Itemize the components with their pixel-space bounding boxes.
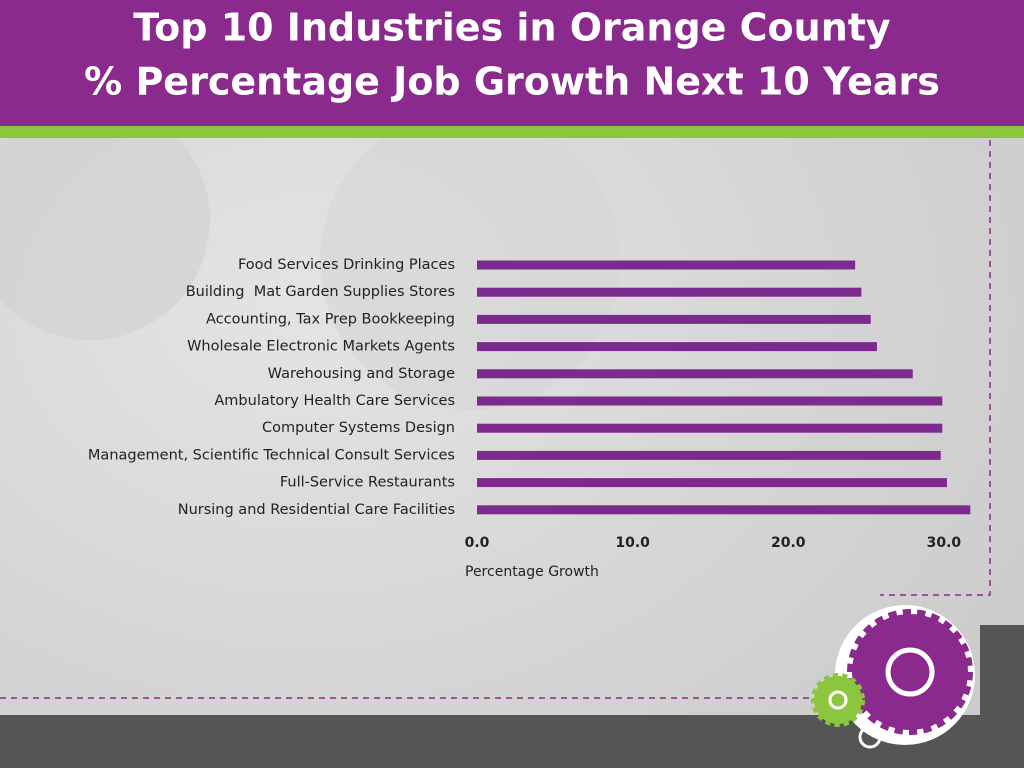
logo-small-arrow — [828, 690, 848, 710]
bar — [477, 396, 943, 406]
bar — [477, 314, 871, 324]
y-tick-label: Full-Service Restaurants — [280, 475, 455, 491]
y-tick-label: Wholesale Electronic Markets Agents — [187, 339, 455, 355]
x-axis-label: Percentage Growth — [465, 564, 599, 580]
y-tick-label: Management, Scientific Technical Consult… — [88, 447, 455, 463]
header — [0, 0, 1024, 126]
dashed-border — [0, 140, 991, 699]
bar — [477, 342, 877, 352]
x-tick-label: 10.0 — [615, 535, 650, 551]
decor-gear — [0, 100, 210, 340]
chart-title: Top 10 Industries in Orange County — [133, 6, 891, 50]
decor-gear — [320, 110, 620, 410]
bar — [477, 369, 913, 379]
x-tick-label: 0.0 — [465, 535, 490, 551]
y-tick-label: Nursing and Residential Care Facilities — [178, 502, 455, 518]
footer — [0, 715, 1024, 768]
header-stripe — [0, 126, 1024, 138]
x-tick-label: 20.0 — [771, 535, 806, 551]
y-tick-label: Food Services Drinking Places — [238, 257, 455, 273]
logo-arrow — [885, 647, 935, 697]
footer-corner — [980, 625, 1024, 715]
logo-tiny-gear — [858, 725, 882, 749]
y-tick-label: Accounting, Tax Prep Bookkeeping — [206, 311, 455, 327]
bar — [477, 260, 856, 270]
y-tick-label: Warehousing and Storage — [268, 366, 455, 382]
y-tick-label: Ambulatory Health Care Services — [214, 393, 455, 409]
bar — [477, 450, 941, 460]
y-tick-label: Building Mat Garden Supplies Stores — [186, 284, 455, 300]
bar — [477, 505, 971, 515]
bar — [477, 423, 943, 433]
bar — [477, 287, 862, 297]
logo-small-gear — [811, 673, 865, 727]
y-tick-label: Computer Systems Design — [262, 420, 455, 436]
chart-subtitle: % Percentage Job Growth Next 10 Years — [84, 60, 940, 104]
bar — [477, 478, 947, 488]
x-tick-label: 30.0 — [927, 535, 962, 551]
logo-gear — [847, 609, 973, 735]
